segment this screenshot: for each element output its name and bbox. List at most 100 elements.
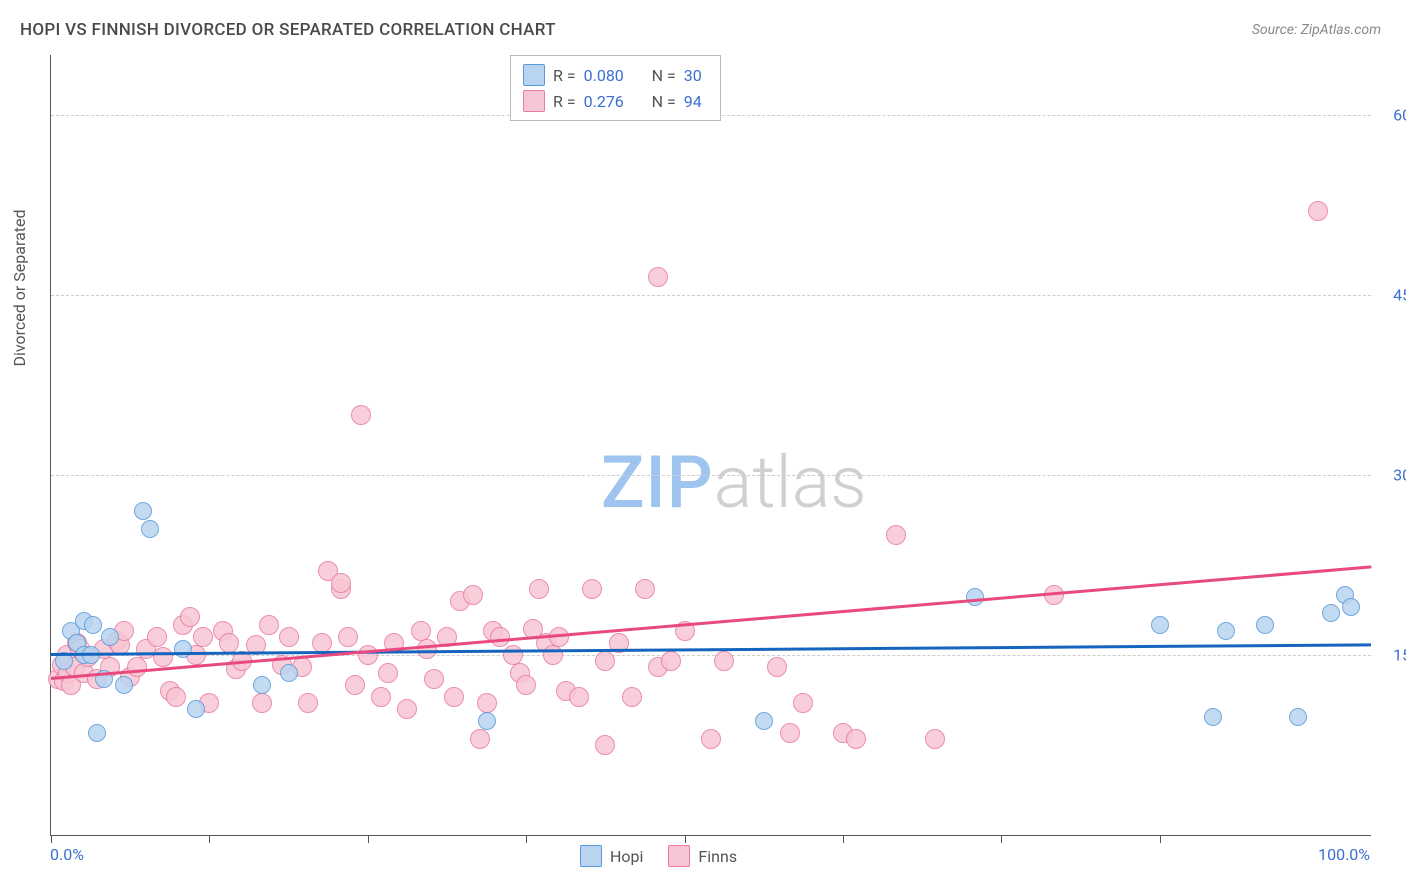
plot-area: ZIPatlas 15.0%30.0%45.0%60.0%: [50, 55, 1371, 836]
scatter-point: [767, 657, 787, 677]
scatter-point: [358, 645, 378, 665]
scatter-point: [193, 627, 213, 647]
scatter-point: [490, 627, 510, 647]
scatter-point: [529, 579, 549, 599]
scatter-point: [280, 664, 298, 682]
scatter-point: [444, 687, 464, 707]
scatter-point: [478, 712, 496, 730]
chart-title: HOPI VS FINNISH DIVORCED OR SEPARATED CO…: [20, 20, 556, 40]
scatter-point: [595, 651, 615, 671]
scatter-point: [253, 676, 271, 694]
scatter-point: [331, 573, 351, 593]
scatter-point: [635, 579, 655, 599]
scatter-point: [755, 712, 773, 730]
scatter-point: [411, 621, 431, 641]
scatter-point: [1289, 708, 1307, 726]
scatter-point: [219, 633, 239, 653]
scatter-point: [174, 640, 192, 658]
legend-series-name: Hopi: [610, 847, 643, 866]
source-label: Source: ZipAtlas.com: [1252, 22, 1381, 38]
watermark: ZIPatlas: [601, 440, 867, 525]
legend-series-name: Finns: [698, 847, 737, 866]
scatter-point: [569, 687, 589, 707]
scatter-point: [470, 729, 490, 749]
scatter-point: [701, 729, 721, 749]
scatter-point: [661, 651, 681, 671]
x-tick: [526, 835, 527, 843]
scatter-point: [886, 525, 906, 545]
legend-swatch: [668, 845, 690, 867]
scatter-point: [127, 657, 147, 677]
legend-r-value: 0.080: [584, 66, 636, 85]
scatter-point: [793, 693, 813, 713]
legend-n-label: N =: [652, 92, 676, 111]
scatter-point: [180, 607, 200, 627]
scatter-point: [351, 405, 371, 425]
scatter-point: [378, 663, 398, 683]
bottom-legend-item: Hopi: [580, 845, 643, 867]
x-axis-max-label: 100.0%: [1318, 845, 1370, 864]
scatter-point: [298, 693, 318, 713]
scatter-point: [714, 651, 734, 671]
watermark-zip: ZIP: [601, 440, 714, 525]
y-tick-label: 15.0%: [1381, 646, 1406, 665]
scatter-point: [259, 615, 279, 635]
scatter-point: [115, 676, 133, 694]
scatter-point: [477, 693, 497, 713]
scatter-point: [338, 627, 358, 647]
scatter-point: [88, 724, 106, 742]
scatter-point: [582, 579, 602, 599]
scatter-point: [1342, 598, 1360, 616]
y-tick-label: 60.0%: [1381, 106, 1406, 125]
scatter-point: [1308, 201, 1328, 221]
legend-swatch: [580, 845, 602, 867]
legend-swatch: [523, 90, 545, 112]
bottom-legend-item: Finns: [668, 845, 737, 867]
gridline: [51, 295, 1371, 296]
scatter-point: [147, 627, 167, 647]
trend-line: [51, 565, 1371, 679]
y-tick-label: 30.0%: [1381, 466, 1406, 485]
scatter-point: [279, 627, 299, 647]
scatter-point: [503, 645, 523, 665]
scatter-point: [417, 639, 437, 659]
legend-n-value: 30: [684, 66, 702, 85]
scatter-point: [345, 675, 365, 695]
scatter-point: [925, 729, 945, 749]
scatter-point: [780, 723, 800, 743]
watermark-atlas: atlas: [714, 440, 867, 525]
x-tick: [51, 835, 52, 843]
scatter-point: [622, 687, 642, 707]
x-tick: [1001, 835, 1002, 843]
scatter-point: [134, 502, 152, 520]
x-tick: [209, 835, 210, 843]
scatter-point: [397, 699, 417, 719]
legend-row: R =0.276N =94: [523, 88, 702, 114]
x-tick: [1160, 835, 1161, 843]
legend-r-label: R =: [553, 66, 576, 85]
scatter-point: [252, 693, 272, 713]
scatter-point: [1322, 604, 1340, 622]
scatter-point: [595, 735, 615, 755]
y-axis-title: Divorced or Separated: [10, 209, 29, 366]
legend-r-value: 0.276: [584, 92, 636, 111]
scatter-point: [1204, 708, 1222, 726]
legend-swatch: [523, 64, 545, 86]
scatter-point: [846, 729, 866, 749]
scatter-point: [516, 675, 536, 695]
scatter-point: [153, 647, 173, 667]
stats-legend: R =0.080N =30R =0.276N =94: [510, 55, 721, 121]
scatter-point: [1151, 616, 1169, 634]
legend-row: R = 0.080 N = 30: [523, 62, 702, 88]
scatter-point: [101, 628, 119, 646]
scatter-point: [1256, 616, 1274, 634]
scatter-point: [84, 616, 102, 634]
scatter-point: [424, 669, 444, 689]
scatter-point: [648, 267, 668, 287]
x-tick: [685, 835, 686, 843]
scatter-point: [371, 687, 391, 707]
legend-n-label: N =: [652, 66, 676, 85]
legend-r-label: R =: [553, 92, 576, 111]
x-tick: [368, 835, 369, 843]
gridline: [51, 475, 1371, 476]
